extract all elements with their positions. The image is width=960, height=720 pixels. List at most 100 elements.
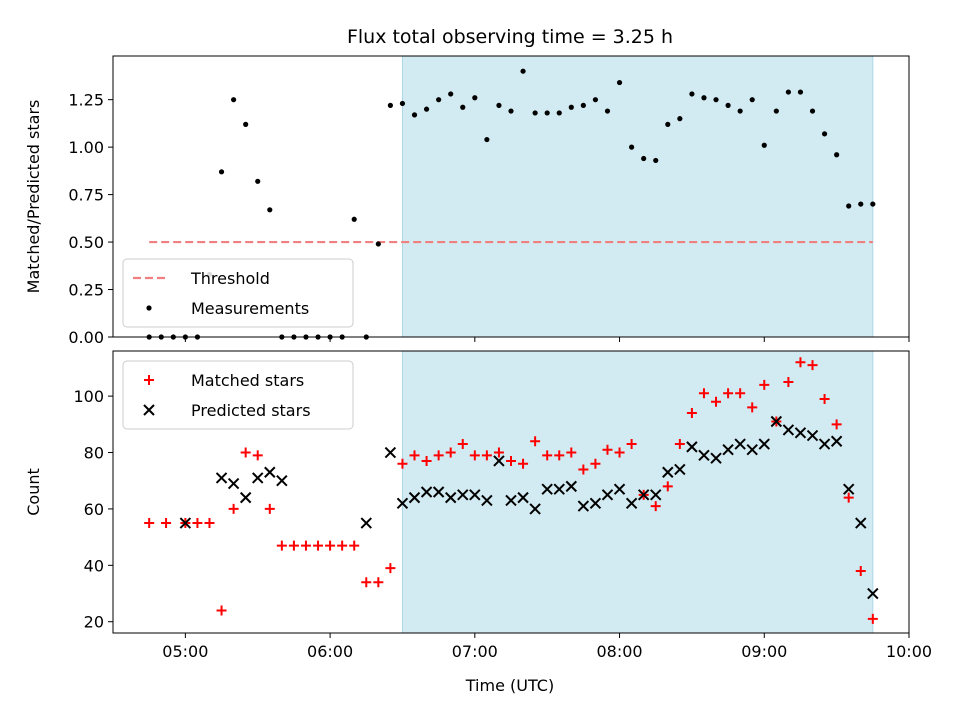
matched-stars-point bbox=[590, 458, 601, 469]
bottom-panel: 05:00 06:00 07:00 08:00 09:00 10:00 20 40 60 80 10… bbox=[24, 350, 932, 661]
matched-stars-point bbox=[385, 563, 396, 574]
matched-stars-point bbox=[698, 388, 709, 399]
predicted-stars-point bbox=[818, 438, 831, 450]
predicted-stars-point bbox=[517, 491, 529, 504]
measurement-point bbox=[520, 68, 526, 74]
predicted-stars-point bbox=[360, 517, 372, 529]
legend-label: Threshold bbox=[190, 269, 270, 288]
measurement-point bbox=[580, 102, 586, 108]
measurement-point bbox=[472, 95, 478, 101]
matched-stars-point bbox=[747, 402, 758, 413]
matched-stars-point bbox=[325, 540, 336, 551]
top-y-tick-label: 0.50 bbox=[68, 233, 104, 252]
predicted-stars-point bbox=[408, 491, 421, 504]
matched-stars-point bbox=[855, 565, 866, 576]
legend-label: Predicted stars bbox=[191, 401, 311, 420]
matched-stars-point bbox=[240, 447, 251, 458]
predicted-stars-point bbox=[481, 494, 493, 507]
matched-stars-point bbox=[530, 436, 541, 447]
top-shaded-interval bbox=[401, 55, 874, 338]
measurement-point bbox=[749, 97, 755, 103]
measurement-point bbox=[508, 108, 514, 114]
measurement-point bbox=[460, 104, 466, 110]
top-panel: 0.00 0.25 0.50 0.75 1.00 1.25 Matched/Predicte… bbox=[24, 55, 910, 347]
matched-stars-point bbox=[264, 503, 275, 514]
x-tick-label: 05:00 bbox=[162, 642, 208, 661]
top-y-tick-label: 0.00 bbox=[68, 328, 104, 347]
measurement-point bbox=[665, 121, 671, 127]
predicted-stars-point bbox=[396, 497, 409, 509]
top-legend: Threshold Measurements bbox=[122, 258, 354, 328]
x-tick-label: 06:00 bbox=[307, 642, 353, 661]
bottom-series-2 bbox=[179, 415, 879, 600]
matched-stars-point bbox=[674, 439, 685, 450]
predicted-stars-point bbox=[794, 427, 807, 439]
bottom-y-axis-label: Count bbox=[24, 468, 43, 516]
measurement-point bbox=[544, 110, 550, 116]
measurement-point bbox=[689, 91, 695, 97]
bottom-y-tick-label: 100 bbox=[73, 387, 104, 406]
predicted-stars-point bbox=[553, 483, 565, 495]
predicted-stars-point bbox=[457, 489, 469, 501]
measurement-point bbox=[436, 97, 442, 103]
measurement-point bbox=[423, 106, 430, 112]
measurement-point bbox=[653, 157, 659, 164]
top-y-axis-label: Matched/Predicted stars bbox=[24, 100, 43, 294]
measurement-point bbox=[677, 116, 683, 122]
measurement-point bbox=[568, 104, 574, 110]
predicted-stars-point bbox=[637, 489, 650, 501]
measurement-point bbox=[785, 89, 791, 95]
matched-stars-point bbox=[161, 518, 172, 529]
bottom-legend: Matched stars Predicted stars bbox=[122, 360, 354, 430]
matched-stars-point bbox=[397, 458, 408, 469]
measurement-point bbox=[399, 100, 406, 107]
legend-label: Matched stars bbox=[191, 371, 304, 390]
x-tick-label: 10:00 bbox=[886, 642, 932, 661]
bottom-shaded-interval bbox=[401, 350, 874, 634]
predicted-stars-point bbox=[782, 424, 795, 436]
predicted-stars-point bbox=[770, 415, 783, 428]
predicted-stars-point bbox=[722, 443, 734, 456]
matched-stars-point bbox=[602, 444, 613, 455]
predicted-stars-point bbox=[529, 503, 541, 515]
legend-predicted-stars-swatch bbox=[143, 404, 155, 416]
matched-stars-point bbox=[337, 540, 348, 551]
measurement-point bbox=[858, 201, 864, 207]
bottom-y-tick-label: 40 bbox=[84, 556, 104, 575]
matched-stars-point bbox=[831, 419, 842, 430]
matched-stars-point bbox=[819, 393, 830, 404]
matched-stars-point bbox=[807, 360, 818, 371]
matched-stars-point bbox=[626, 439, 637, 450]
measurement-point bbox=[870, 201, 876, 207]
predicted-stars-point bbox=[215, 472, 228, 484]
legend-label: Measurements bbox=[191, 299, 309, 318]
measurement-point bbox=[484, 136, 490, 143]
predicted-stars-point bbox=[493, 455, 505, 467]
measurement-point bbox=[218, 169, 225, 175]
measurement-point bbox=[761, 142, 767, 148]
predicted-stars-point bbox=[469, 489, 481, 501]
measurement-point bbox=[255, 178, 261, 184]
measurement-point bbox=[231, 97, 237, 103]
measurement-point bbox=[267, 207, 273, 213]
matched-stars-point bbox=[288, 540, 299, 551]
matched-stars-point bbox=[300, 540, 311, 551]
bottom-series-1 bbox=[144, 357, 878, 624]
matched-stars-point bbox=[614, 447, 625, 458]
predicted-stars-point bbox=[625, 497, 638, 509]
predicted-stars-point bbox=[855, 517, 867, 529]
matched-stars-point bbox=[481, 450, 492, 461]
matched-stars-point bbox=[144, 518, 155, 529]
measurement-point bbox=[809, 108, 816, 114]
measurement-point bbox=[351, 216, 357, 222]
top-y-tick-label: 0.75 bbox=[68, 186, 104, 205]
measurement-point bbox=[387, 102, 393, 108]
bottom-y-tick-label: 20 bbox=[84, 613, 104, 632]
matched-stars-point bbox=[662, 481, 673, 492]
legend-measurements-swatch bbox=[146, 305, 152, 311]
matched-stars-point bbox=[216, 605, 227, 616]
matched-stars-point bbox=[795, 357, 806, 368]
predicted-stars-point bbox=[179, 517, 192, 529]
x-axis-label: Time (UTC) bbox=[465, 676, 554, 695]
